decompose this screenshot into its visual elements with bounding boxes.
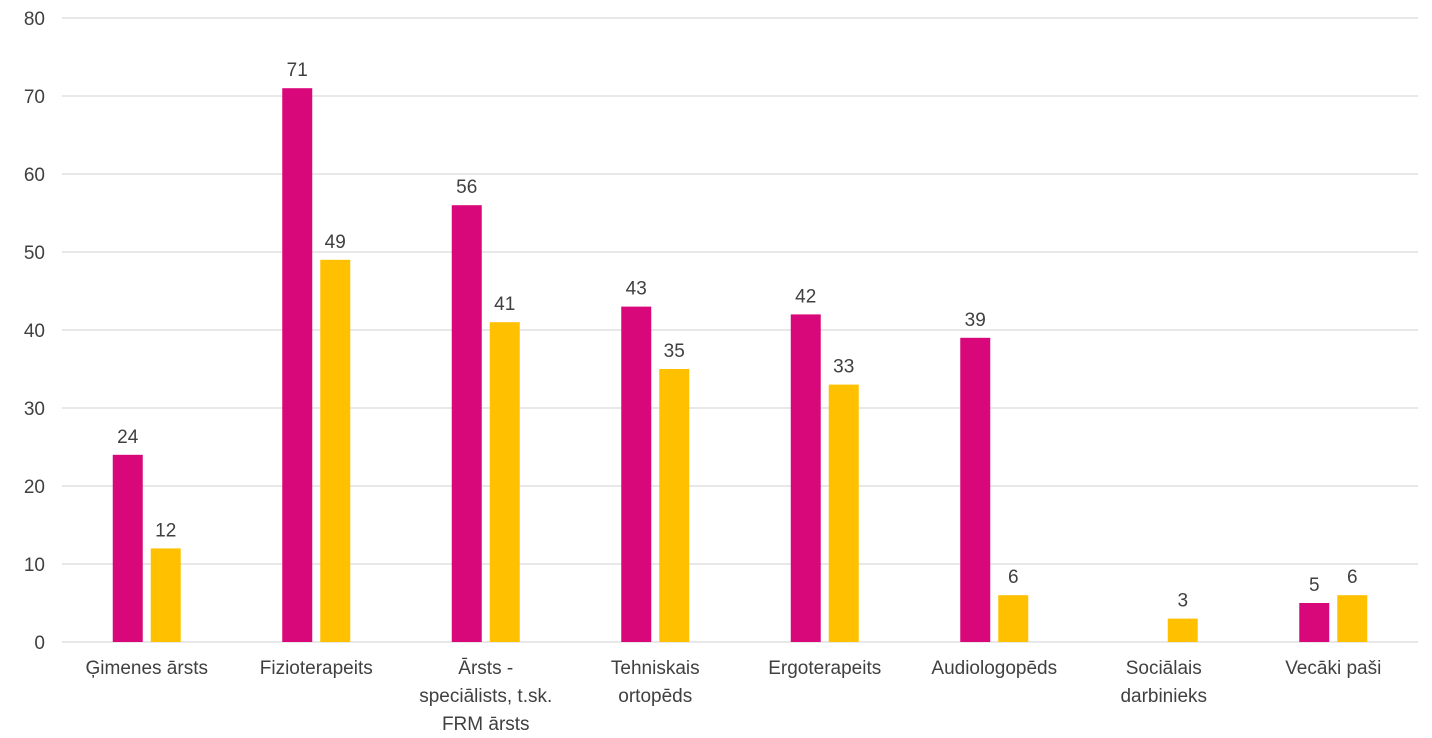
data-label: 43 xyxy=(626,279,647,300)
x-category-label: Vecāki paši xyxy=(1285,658,1381,679)
x-category-label: Ergoterapeits xyxy=(768,658,881,679)
bar-series-1-category-1 xyxy=(112,454,143,642)
data-label: 41 xyxy=(494,294,515,315)
data-label: 5 xyxy=(1309,575,1320,596)
data-label: 35 xyxy=(664,341,685,362)
y-tick-label: 50 xyxy=(24,243,45,264)
data-label: 39 xyxy=(965,310,986,331)
bar-series-2-category-1 xyxy=(150,548,181,642)
y-tick-label: 20 xyxy=(24,477,45,498)
y-tick-label: 10 xyxy=(24,555,45,576)
data-label: 6 xyxy=(1008,567,1019,588)
data-label: 71 xyxy=(287,60,308,81)
bar-series-1-category-3 xyxy=(451,205,482,642)
x-category-label: Ārsts -speciālists, t.sk. FRM ārsts xyxy=(419,658,552,735)
bars xyxy=(112,88,1368,642)
bar-series-2-category-5 xyxy=(828,384,859,642)
bar-series-2-category-7 xyxy=(1167,618,1198,642)
x-category-label: Sociālais darbinieks xyxy=(1120,658,1207,707)
x-category-label: Tehniskais ortopēds xyxy=(611,658,700,707)
x-category-label: Audiologopēds xyxy=(931,658,1057,679)
y-tick-label: 0 xyxy=(34,633,45,654)
bar-series-1-category-6 xyxy=(960,337,991,642)
bar-series-2-category-6 xyxy=(998,595,1029,642)
x-category-label: Fizioterapeits xyxy=(260,658,373,679)
bar-series-1-category-4 xyxy=(621,306,652,642)
y-tick-label: 30 xyxy=(24,399,45,420)
data-label: 56 xyxy=(456,177,477,198)
y-tick-label: 60 xyxy=(24,165,45,186)
bar-series-1-category-2 xyxy=(282,88,313,642)
data-label: 42 xyxy=(795,286,816,307)
y-axis-tick-labels: 0 10 20 30 40 50 60 70 80 xyxy=(24,9,45,654)
bar-series-2-category-3 xyxy=(489,322,520,642)
bar-series-2-category-8 xyxy=(1337,595,1368,642)
gridlines xyxy=(62,17,1418,643)
bar-series-1-category-5 xyxy=(790,314,821,642)
data-label: 33 xyxy=(833,357,854,378)
data-label: 6 xyxy=(1347,567,1358,588)
y-tick-label: 80 xyxy=(24,9,45,30)
data-label: 24 xyxy=(117,427,139,448)
data-label: 12 xyxy=(155,520,176,541)
bar-series-1-category-8 xyxy=(1299,603,1330,642)
x-category-label: Ģimenes ārsts xyxy=(86,658,208,679)
data-label: 3 xyxy=(1177,591,1188,612)
bar-series-2-category-2 xyxy=(320,259,351,642)
y-tick-label: 40 xyxy=(24,321,45,342)
bar-series-2-category-4 xyxy=(659,369,690,642)
y-tick-label: 70 xyxy=(24,87,45,108)
data-label: 49 xyxy=(325,232,346,253)
x-axis-category-labels: Ģimenes ārsts Fizioterapeits Ārsts -speciā… xyxy=(86,658,1382,735)
